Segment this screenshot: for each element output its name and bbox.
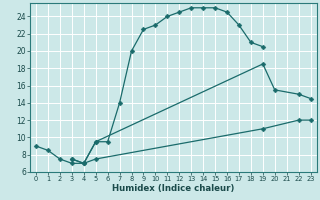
X-axis label: Humidex (Indice chaleur): Humidex (Indice chaleur) [112,184,235,193]
